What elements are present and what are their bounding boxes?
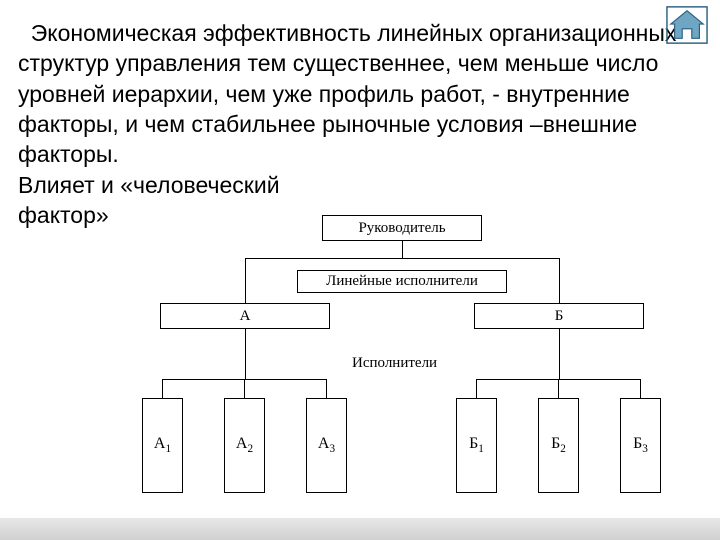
edge [402, 241, 403, 258]
b3-l: Б [633, 435, 642, 452]
node-a3: А3 [306, 398, 347, 493]
body-paragraph: Экономическая эффективность линейных орг… [18, 18, 698, 231]
executors-label: Исполнители [352, 355, 437, 372]
a3-s: 3 [329, 443, 335, 455]
paragraph-text: Экономическая эффективность линейных орг… [18, 20, 676, 228]
home-icon[interactable] [666, 5, 708, 45]
edge [559, 258, 560, 303]
a3-l: А [318, 435, 330, 452]
node-b1: Б1 [456, 398, 497, 493]
node-a: А [160, 303, 330, 329]
edge [244, 379, 245, 398]
edge [326, 379, 327, 398]
edge [245, 329, 246, 379]
edge [245, 258, 246, 303]
a2-s: 2 [247, 443, 253, 455]
node-b: Б [474, 303, 644, 329]
node-mid-label: Линейные исполнители [297, 270, 507, 293]
b2-s: 2 [560, 443, 566, 455]
b2-l: Б [551, 435, 560, 452]
node-b2: Б2 [538, 398, 579, 493]
edge [162, 379, 163, 398]
node-a2: А2 [224, 398, 265, 493]
node-b3: Б3 [620, 398, 661, 493]
org-chart: Руководитель Линейные исполнители А Б Ис… [122, 215, 712, 525]
slide-shadow [0, 518, 720, 540]
node-a1: А1 [142, 398, 183, 493]
executors-label-text: Исполнители [352, 355, 437, 371]
edge [558, 379, 559, 398]
a2-l: А [236, 435, 248, 452]
node-a-label: А [240, 308, 251, 325]
mid-label-text: Линейные исполнители [326, 273, 478, 290]
edge [640, 379, 641, 398]
a1-s: 1 [165, 443, 171, 455]
node-b-label: Б [555, 308, 564, 325]
edge [559, 329, 560, 379]
b1-s: 1 [478, 443, 484, 455]
b3-s: 3 [642, 443, 648, 455]
edge [476, 379, 477, 398]
b1-l: Б [469, 435, 478, 452]
a1-l: А [154, 435, 166, 452]
edge [245, 258, 559, 259]
